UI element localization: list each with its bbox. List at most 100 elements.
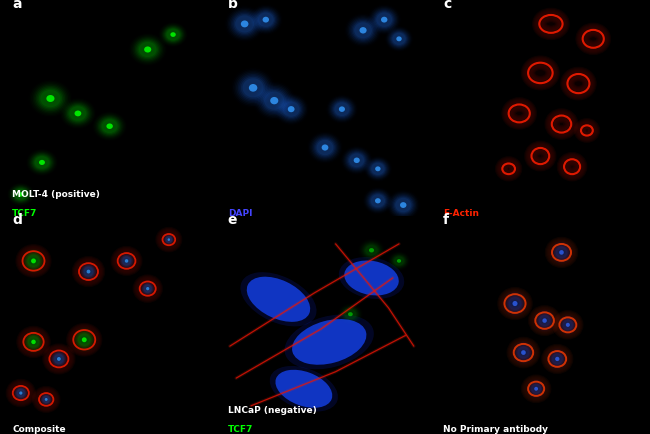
Ellipse shape — [43, 396, 50, 403]
Ellipse shape — [556, 247, 567, 258]
Ellipse shape — [394, 256, 404, 266]
Ellipse shape — [241, 77, 265, 99]
Ellipse shape — [372, 9, 396, 30]
Ellipse shape — [77, 332, 92, 348]
Ellipse shape — [332, 100, 352, 118]
Ellipse shape — [54, 354, 64, 364]
Ellipse shape — [28, 336, 39, 348]
Text: e: e — [227, 213, 237, 227]
Ellipse shape — [508, 296, 523, 311]
Ellipse shape — [164, 27, 182, 42]
Ellipse shape — [34, 156, 49, 169]
Ellipse shape — [17, 389, 25, 397]
Ellipse shape — [10, 186, 31, 203]
Ellipse shape — [241, 20, 248, 27]
Ellipse shape — [82, 265, 96, 279]
Ellipse shape — [52, 352, 66, 366]
Ellipse shape — [37, 87, 64, 110]
Ellipse shape — [552, 354, 563, 364]
Ellipse shape — [394, 197, 413, 214]
Ellipse shape — [530, 65, 550, 81]
Ellipse shape — [100, 118, 119, 134]
Ellipse shape — [170, 32, 176, 37]
Ellipse shape — [538, 314, 551, 327]
Ellipse shape — [369, 192, 387, 209]
Ellipse shape — [45, 398, 47, 401]
Ellipse shape — [569, 76, 587, 91]
Ellipse shape — [165, 28, 181, 41]
Ellipse shape — [270, 97, 278, 104]
Ellipse shape — [261, 89, 287, 112]
Ellipse shape — [20, 391, 22, 395]
Ellipse shape — [66, 103, 90, 124]
Ellipse shape — [516, 345, 531, 360]
Ellipse shape — [370, 193, 386, 208]
Ellipse shape — [168, 238, 170, 241]
Ellipse shape — [333, 101, 350, 117]
Text: f: f — [443, 213, 449, 227]
Ellipse shape — [36, 86, 65, 111]
Ellipse shape — [397, 259, 401, 263]
Ellipse shape — [40, 90, 60, 107]
Ellipse shape — [101, 119, 118, 133]
Ellipse shape — [39, 160, 45, 165]
Ellipse shape — [16, 388, 25, 398]
Ellipse shape — [396, 36, 402, 41]
Ellipse shape — [559, 250, 564, 255]
Ellipse shape — [371, 163, 385, 175]
Ellipse shape — [344, 309, 358, 320]
Ellipse shape — [136, 39, 159, 59]
Ellipse shape — [125, 259, 128, 263]
Ellipse shape — [83, 266, 94, 277]
Ellipse shape — [25, 252, 42, 270]
Ellipse shape — [339, 257, 404, 299]
Ellipse shape — [322, 145, 328, 151]
Ellipse shape — [367, 191, 388, 210]
Text: MOLT-4 (positive): MOLT-4 (positive) — [12, 190, 100, 199]
Ellipse shape — [142, 283, 153, 294]
Ellipse shape — [354, 22, 372, 38]
Ellipse shape — [352, 20, 374, 41]
Ellipse shape — [14, 188, 28, 201]
Ellipse shape — [283, 102, 300, 117]
Ellipse shape — [539, 315, 550, 326]
Ellipse shape — [285, 315, 374, 369]
Ellipse shape — [374, 10, 395, 29]
Ellipse shape — [75, 331, 93, 349]
Ellipse shape — [331, 99, 353, 119]
Text: LNCaP (negative): LNCaP (negative) — [227, 406, 317, 415]
Ellipse shape — [263, 90, 286, 111]
Ellipse shape — [144, 285, 151, 293]
Ellipse shape — [560, 317, 575, 332]
Ellipse shape — [83, 265, 95, 278]
Ellipse shape — [133, 37, 162, 62]
Ellipse shape — [364, 244, 379, 256]
Ellipse shape — [27, 335, 40, 349]
Ellipse shape — [122, 256, 132, 266]
Ellipse shape — [348, 312, 353, 316]
Ellipse shape — [42, 395, 50, 404]
Ellipse shape — [98, 116, 122, 136]
Ellipse shape — [75, 111, 81, 116]
Ellipse shape — [375, 198, 381, 204]
Ellipse shape — [393, 196, 413, 214]
Ellipse shape — [346, 150, 368, 170]
Ellipse shape — [249, 84, 257, 92]
Ellipse shape — [143, 284, 152, 293]
Ellipse shape — [339, 106, 345, 112]
Ellipse shape — [344, 309, 356, 319]
Ellipse shape — [166, 237, 172, 243]
Ellipse shape — [582, 126, 592, 135]
Ellipse shape — [279, 98, 304, 120]
Ellipse shape — [15, 387, 27, 399]
Ellipse shape — [25, 334, 42, 350]
Text: c: c — [443, 0, 451, 11]
Ellipse shape — [511, 106, 528, 121]
Ellipse shape — [135, 39, 161, 60]
Ellipse shape — [369, 248, 374, 253]
Ellipse shape — [538, 313, 552, 328]
Text: DAPI: DAPI — [227, 209, 252, 218]
Ellipse shape — [376, 12, 392, 27]
Ellipse shape — [259, 87, 289, 114]
Ellipse shape — [146, 287, 150, 290]
